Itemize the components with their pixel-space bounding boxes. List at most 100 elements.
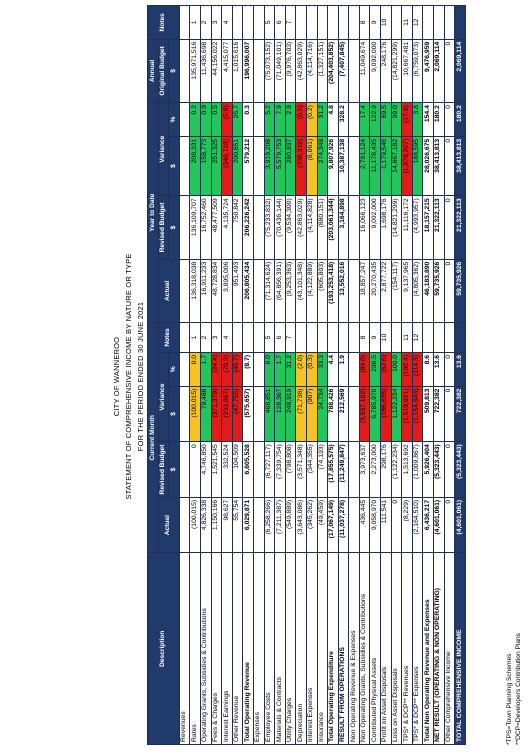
- cm-variance-pct-cell: (24.4): [211, 352, 222, 387]
- cm-variance-cell: (47,755): [232, 386, 243, 442]
- cm-variance-pct-cell: 1.9: [338, 352, 349, 387]
- ytd-variance-pct-cell: [348, 102, 360, 137]
- table-row: Total Non Operating Revenue and Expenses…: [422, 5, 434, 745]
- cm-variance-cell: (186,635): [380, 386, 392, 442]
- cm-actual-cell: 98,627: [221, 497, 233, 553]
- cm-actual-cell: 1,150,166: [211, 497, 222, 553]
- cm-variance-pct-cell: 31.2: [285, 352, 296, 387]
- cm-variance-cell: 212,569: [338, 386, 349, 442]
- annual-budget-cell: (7,407,845): [338, 39, 349, 103]
- cm-variance-cell: (233,897): [221, 386, 233, 442]
- table-row: Interest Expenses (345,262) (344,355) (907)…: [306, 5, 317, 745]
- table-row: Other Comprehensive Income 0 0 0 0 0 0 0 0 0: [444, 5, 455, 745]
- annual-budget-cell: 11,049,674: [359, 39, 370, 103]
- ytd-variance-pct-cell: 0.2: [189, 102, 201, 137]
- cm-note-cell: 3: [211, 322, 222, 353]
- cm-note-cell: [317, 322, 328, 353]
- notes-cell: [422, 5, 434, 40]
- row-description: Insurance: [317, 552, 328, 745]
- ytd-actual-cell: 9,137,965: [401, 259, 413, 323]
- cm-actual-cell: (100,015): [189, 497, 201, 553]
- row-description: Employee Costs: [264, 552, 275, 745]
- ytd-budget-cell: [179, 195, 190, 260]
- ytd-variance-cell: 14,667,182: [391, 136, 402, 196]
- ytd-actual-cell: (71,314,624): [264, 259, 275, 323]
- notes-cell: [306, 5, 317, 40]
- cm-actual-cell: (345,262): [306, 497, 317, 553]
- ob-dollar: $: [168, 39, 180, 103]
- row-description: TPS* & DCP** Expenses: [412, 552, 423, 745]
- cm-actual-cell: (3,643,086): [295, 497, 307, 553]
- cm-note-cell: [348, 322, 360, 353]
- cm-variance-pct-cell: 298.5: [369, 352, 381, 387]
- ytd-budget-cell: 136,109,707: [189, 195, 201, 260]
- notes-cell: 5: [264, 5, 275, 40]
- cm-variance-cell: 722,382: [454, 386, 466, 442]
- cm-variance-pct-cell: (89.0): [359, 352, 370, 387]
- annual-budget-cell: [179, 39, 190, 103]
- row-description: Profit on Asset Disposals: [380, 552, 392, 745]
- ytd-variance-cell: 1,179,546: [380, 136, 392, 196]
- ytd-budget-cell: 4,135,724: [221, 195, 233, 260]
- notes-cell: [338, 5, 349, 40]
- notes-cell: [242, 5, 254, 40]
- ytd-actual-cell: 59,735,926: [454, 259, 466, 323]
- annual-budget-cell: 1,015,616: [232, 39, 243, 103]
- cm-notes: Notes: [158, 322, 180, 353]
- ytd-budget-cell: [253, 195, 265, 260]
- ytd-variance-pct-cell: 154.4: [422, 102, 434, 137]
- cm-budget-cell: (5,323,443): [454, 441, 466, 498]
- ytd-variance-pct-cell: 2.9: [285, 102, 296, 137]
- cm-budget-cell: 298,176: [380, 441, 392, 498]
- cm-actual-cell: (2,164,510): [412, 497, 423, 553]
- notes-cell: [433, 5, 445, 40]
- notes-cell: 12: [412, 5, 423, 40]
- statement-title: STATEMENT OF COMPREHENSIVE INCOME BY NAT…: [124, 253, 133, 500]
- table-row: Loss on Asset Disposals 0 (1,122,234) 1,122…: [391, 5, 402, 745]
- ytd-variance-pct-cell: 17.4: [359, 102, 370, 137]
- cm-budget-cell: [253, 441, 265, 498]
- ytd-var-pct: %: [168, 102, 180, 137]
- annual-budget-cell: (204,403,852): [327, 39, 339, 103]
- notes-cell: 2: [200, 5, 212, 40]
- city-title: CITY OF WANNEROO: [112, 336, 121, 417]
- ytd-actual-cell: [253, 259, 265, 323]
- cm-variance-pct-cell: 8.0: [264, 352, 275, 387]
- notes-cell: [317, 5, 328, 40]
- ytd-budget-cell: 11,116,172: [401, 195, 413, 260]
- cm-variance-cell: [348, 386, 360, 442]
- group-annual: Annual: [147, 39, 159, 103]
- ytd-variance-cell: (8,061): [306, 136, 317, 196]
- cm-variance-cell: (907): [306, 386, 317, 442]
- cm-variance-pct-cell: (8.7): [242, 352, 254, 387]
- annual-budget-cell: (9,976,703): [285, 39, 296, 103]
- ytd-actual-cell: (154,117): [391, 259, 402, 323]
- ytd-variance-cell: 28,026,675: [422, 136, 434, 196]
- cm-variance: Variance: [158, 352, 169, 442]
- cm-variance-pct-cell: 100.0: [391, 352, 402, 387]
- ytd-variance-cell: 274,348: [317, 136, 328, 196]
- ytd-variance-cell: 208,331: [189, 136, 201, 196]
- ytd-actual-cell: 136,318,038: [189, 259, 201, 323]
- table-row: Materials & Contracts (7,211,387) (7,339,7…: [274, 5, 286, 745]
- ytd-budget-cell: 9,092,000: [369, 195, 381, 260]
- cm-actual-cell: (8,229): [401, 497, 413, 553]
- cm-budget-cell: 5,926,404: [422, 441, 434, 498]
- annual-budget-cell: (14,821,299): [391, 39, 402, 103]
- table-row: TOTAL COMPREHENSIVE INCOME (4,601,061) (5,…: [454, 5, 466, 745]
- notes-cell: [454, 5, 466, 40]
- cm-note-cell: 10: [380, 322, 392, 353]
- ytd-variance-pct-cell: (0.6): [295, 102, 307, 137]
- ytd-variance-pct-cell: 122.9: [369, 102, 381, 137]
- ytd-budget-cell: 21,322,113: [454, 195, 466, 260]
- row-description: Depreciation: [295, 552, 307, 745]
- annual-budget-cell: 135,971,516: [189, 39, 201, 103]
- col-description: Description: [147, 552, 180, 745]
- cm-note-cell: 6: [274, 322, 286, 353]
- table-row: Revenues: [179, 5, 190, 745]
- cm-actual-cell: 0: [444, 497, 455, 553]
- ytd-actual-cell: [348, 259, 360, 323]
- ytd-variance-pct-cell: 99.0: [391, 102, 402, 137]
- period-title: FOR THE PERIOD ENDED 30 JUNE 2021: [136, 301, 145, 452]
- cm-note-cell: [179, 322, 190, 353]
